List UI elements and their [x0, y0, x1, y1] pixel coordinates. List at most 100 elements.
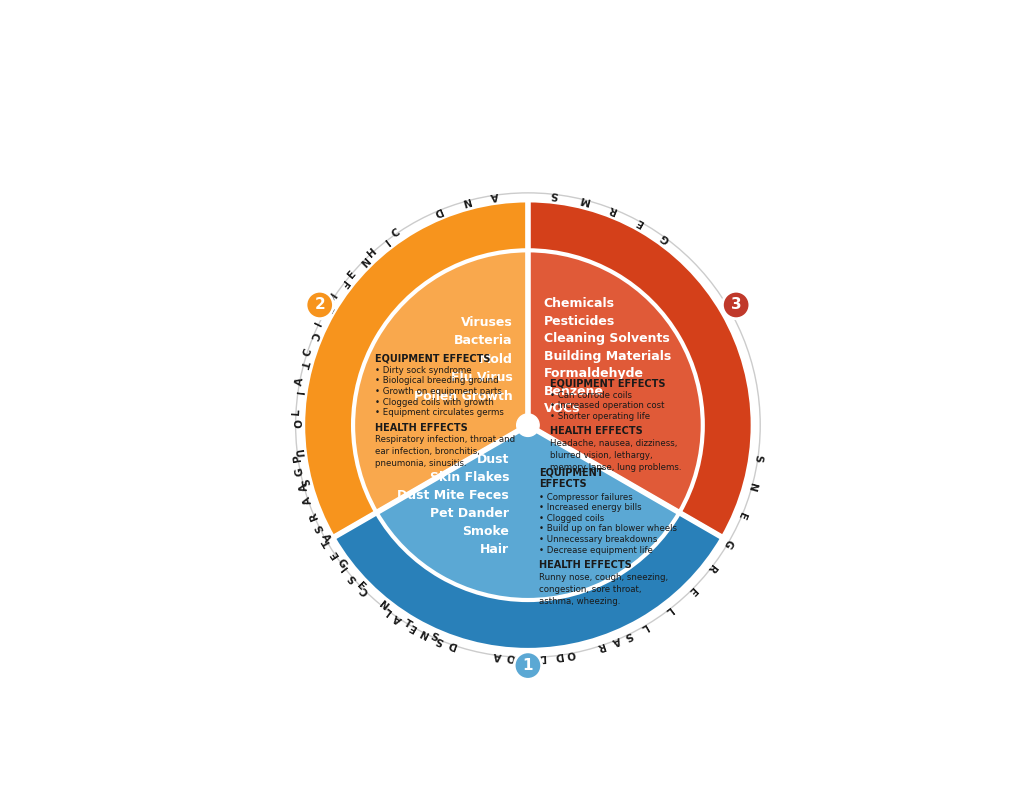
Text: EQUIPMENT
EFFECTS: EQUIPMENT EFFECTS	[540, 468, 604, 489]
Text: N: N	[460, 195, 471, 208]
Text: C: C	[301, 347, 313, 358]
Text: N: N	[356, 255, 370, 268]
Text: S: S	[313, 522, 326, 534]
Text: P: P	[293, 453, 303, 462]
Text: • Dirty sock syndrome: • Dirty sock syndrome	[375, 366, 472, 375]
Text: HEALTH EFFECTS: HEALTH EFFECTS	[540, 560, 632, 570]
Text: T: T	[298, 359, 309, 369]
Text: 1: 1	[522, 658, 534, 673]
Text: HEALTH EFFECTS: HEALTH EFFECTS	[550, 427, 642, 436]
Text: EQUIPMENT EFFECTS: EQUIPMENT EFFECTS	[375, 354, 490, 363]
Text: D: D	[553, 650, 563, 661]
Text: M: M	[578, 194, 590, 206]
Text: D: D	[537, 652, 546, 663]
Text: G: G	[722, 537, 735, 549]
Text: I: I	[293, 391, 303, 397]
Text: C: C	[390, 227, 402, 240]
Text: Respiratory infection, throat and
ear infection, bronchitis,
pneumonia, sinusiti: Respiratory infection, throat and ear in…	[375, 436, 515, 469]
Circle shape	[296, 193, 760, 658]
Wedge shape	[377, 425, 679, 600]
Text: C: C	[358, 584, 371, 597]
Text: G: G	[295, 466, 306, 476]
Text: E: E	[321, 303, 333, 315]
Text: L: L	[291, 408, 301, 414]
Text: • Increased energy bills: • Increased energy bills	[540, 503, 642, 513]
Text: E: E	[354, 581, 367, 593]
Text: E: E	[407, 620, 418, 633]
Text: Headache, nausea, dizziness,
blurred vision, lethargy,
memory lapse, lung proble: Headache, nausea, dizziness, blurred vis…	[550, 439, 681, 472]
Text: E: E	[736, 511, 748, 521]
Text: • Unnecessary breakdowns: • Unnecessary breakdowns	[540, 535, 657, 544]
Text: H: H	[367, 246, 379, 259]
Text: N: N	[377, 600, 389, 613]
Text: T: T	[322, 537, 334, 548]
Text: • Biological breeding ground: • Biological breeding ground	[375, 376, 499, 385]
Circle shape	[306, 291, 334, 319]
Text: A: A	[610, 634, 622, 646]
Text: • Clogged coils with growth: • Clogged coils with growth	[375, 397, 494, 406]
Text: HEALTH EFFECTS: HEALTH EFFECTS	[375, 423, 468, 433]
Text: • Increased operation cost: • Increased operation cost	[550, 401, 665, 410]
Text: N: N	[523, 653, 532, 663]
Text: N: N	[418, 627, 430, 639]
Text: A: A	[302, 495, 314, 505]
Text: O: O	[506, 651, 515, 662]
Text: • Equipment circulates germs: • Equipment circulates germs	[375, 408, 504, 418]
Text: L: L	[663, 604, 674, 616]
Text: A: A	[494, 650, 503, 661]
Text: • Can corrode coils: • Can corrode coils	[550, 391, 632, 400]
Text: C: C	[307, 330, 319, 341]
Text: N: N	[745, 482, 758, 493]
Text: D: D	[446, 638, 458, 650]
Text: I: I	[381, 237, 390, 247]
Text: S: S	[297, 478, 308, 487]
Text: A: A	[490, 190, 500, 201]
Text: R: R	[595, 640, 605, 652]
Text: S: S	[753, 453, 764, 462]
Text: E: E	[329, 548, 341, 560]
Text: 2: 2	[314, 298, 325, 312]
Text: S: S	[429, 632, 439, 644]
Text: E: E	[634, 216, 645, 228]
Text: L: L	[638, 620, 649, 633]
Text: Viruses
Bacteria
Mold
Flu Virus
Pollen Growth: Viruses Bacteria Mold Flu Virus Pollen G…	[414, 316, 512, 403]
Text: A: A	[318, 533, 332, 544]
Text: Dust
Skin Flakes
Dust Mite Feces
Pet Dander
Smoke
Hair: Dust Skin Flakes Dust Mite Feces Pet Dan…	[397, 453, 509, 556]
Text: • Shorter operating life: • Shorter operating life	[550, 412, 650, 421]
Text: • Clogged coils: • Clogged coils	[540, 514, 604, 523]
Text: • Build up on fan blower wheels: • Build up on fan blower wheels	[540, 525, 677, 534]
Circle shape	[514, 652, 542, 680]
Text: A: A	[294, 376, 305, 386]
Text: R: R	[705, 561, 718, 574]
Text: F: F	[337, 278, 349, 290]
Text: S: S	[347, 572, 359, 584]
Text: Chemicals
Pesticides
Cleaning Solvents
Building Materials
Formaldehyde
Benzene
V: Chemicals Pesticides Cleaning Solvents B…	[544, 297, 671, 415]
Text: S: S	[623, 629, 634, 641]
Text: EQUIPMENT EFFECTS: EQUIPMENT EFFECTS	[550, 379, 666, 388]
Wedge shape	[353, 251, 528, 513]
Text: 3: 3	[731, 298, 741, 312]
Text: S: S	[434, 634, 445, 646]
Wedge shape	[528, 251, 702, 513]
Text: G: G	[335, 557, 348, 570]
Text: O: O	[291, 419, 301, 428]
Text: A: A	[392, 611, 404, 624]
Text: U: U	[292, 448, 303, 458]
Text: A: A	[298, 482, 310, 492]
Text: • Decrease equipment life: • Decrease equipment life	[540, 546, 653, 555]
Text: S: S	[550, 189, 559, 200]
Text: I: I	[339, 563, 349, 573]
Text: D: D	[431, 205, 443, 217]
Wedge shape	[528, 200, 753, 538]
Text: I: I	[313, 320, 324, 328]
Text: • Compressor failures: • Compressor failures	[540, 492, 633, 502]
Wedge shape	[303, 200, 528, 538]
Text: Runny nose, cough, sneezing,
congestion, sore throat,
asthma, wheezing.: Runny nose, cough, sneezing, congestion,…	[540, 573, 669, 606]
Text: M: M	[327, 291, 341, 305]
Circle shape	[517, 414, 540, 436]
Text: R: R	[607, 203, 618, 215]
Circle shape	[722, 291, 750, 319]
Text: R: R	[308, 510, 321, 521]
Text: E: E	[345, 268, 357, 280]
Text: T: T	[401, 618, 414, 630]
